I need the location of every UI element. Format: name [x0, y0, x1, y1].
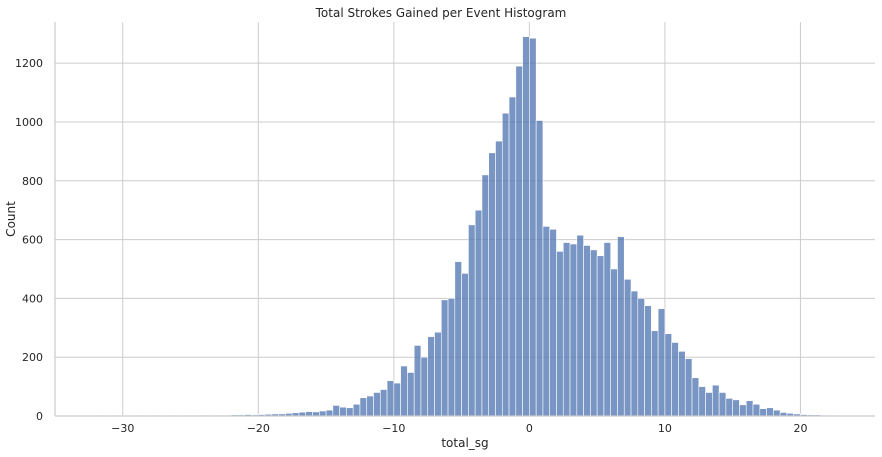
histogram-bar — [305, 411, 313, 417]
histogram-bar — [427, 336, 435, 417]
y-tick-label: 400 — [22, 292, 43, 305]
histogram-bar — [698, 386, 706, 417]
histogram-bar — [596, 255, 605, 417]
x-axis-title: total_sg — [441, 436, 488, 450]
histogram-bar — [352, 403, 361, 417]
y-tick-label: 800 — [22, 175, 43, 188]
y-tick-label: 600 — [22, 234, 43, 247]
x-tick-label: 10 — [658, 422, 672, 435]
histogram-bar — [318, 410, 327, 417]
histogram-bar — [745, 400, 754, 417]
histogram-bar — [522, 36, 530, 417]
histogram-bar — [657, 308, 666, 417]
histogram-bar — [759, 408, 767, 417]
histogram-bar — [312, 411, 320, 417]
histogram-bar — [542, 226, 551, 417]
y-tick-labels: 0 200 400 600 800 1000 1200 — [15, 57, 43, 423]
histogram-bar — [644, 305, 652, 417]
histogram-bar — [664, 333, 672, 417]
histogram-bar — [366, 395, 374, 417]
histogram-bar — [617, 236, 625, 417]
y-tick-label: 200 — [22, 351, 43, 364]
histogram-bar — [488, 152, 496, 417]
x-tick-labels: −30 −20 −10 0 10 20 — [111, 422, 807, 435]
histogram-bar — [576, 234, 584, 417]
histogram-bar — [332, 405, 340, 417]
histogram-bar — [651, 330, 659, 417]
histogram-bar — [569, 243, 578, 417]
histogram-bar — [495, 140, 503, 417]
histogram-bar — [474, 209, 483, 417]
histogram-bar — [339, 406, 347, 417]
y-tick-label: 1000 — [15, 116, 43, 129]
x-tick-label: −30 — [111, 422, 134, 435]
histogram-bar — [481, 174, 490, 417]
histogram-bar — [630, 290, 639, 417]
histogram-bar — [379, 389, 388, 417]
histogram-bar — [718, 392, 727, 417]
y-tick-label: 0 — [36, 410, 43, 423]
histogram-bar — [766, 407, 774, 417]
histogram-bar — [461, 273, 469, 417]
histogram-bar — [556, 251, 564, 417]
histogram-bar — [535, 120, 544, 417]
histogram-bar — [515, 65, 523, 417]
histogram-bar — [440, 299, 449, 417]
histogram-bar — [325, 409, 334, 417]
histogram-bar — [705, 392, 713, 417]
histogram-bar — [346, 407, 354, 417]
histogram-bar — [373, 392, 381, 417]
histogram-bar — [603, 242, 612, 417]
histogram-bar — [671, 342, 679, 417]
histogram-bar — [691, 377, 700, 417]
histogram-bar — [725, 398, 733, 417]
x-tick-label: 20 — [793, 422, 807, 435]
histogram-bar — [752, 403, 761, 417]
x-tick-label: −10 — [382, 422, 405, 435]
histogram-bar — [413, 345, 422, 417]
chart-title: Total Strokes Gained per Event Histogram — [315, 6, 567, 20]
x-tick-label: −20 — [247, 422, 270, 435]
histogram-bar — [583, 245, 591, 417]
histogram-bar — [454, 261, 462, 417]
x-tick-label: 0 — [526, 422, 533, 435]
histogram-bar — [637, 298, 645, 417]
y-axis-title: Count — [4, 201, 18, 237]
histogram-bar — [400, 365, 408, 417]
y-tick-label: 1200 — [15, 57, 43, 70]
histogram-bar — [678, 351, 686, 417]
histogram-bar — [684, 358, 693, 417]
histogram-bar — [712, 384, 720, 417]
histogram-bar — [610, 268, 618, 417]
histogram-bar — [529, 37, 537, 417]
histogram-bar — [508, 96, 517, 417]
histogram-bars — [81, 36, 855, 417]
histogram-bar — [434, 331, 442, 417]
histogram-bar — [407, 372, 415, 417]
histogram-bar — [420, 356, 429, 417]
histogram-bar — [393, 382, 401, 417]
histogram-bar — [549, 228, 557, 417]
histogram-bar — [386, 380, 395, 417]
histogram-bar — [739, 404, 747, 417]
histogram-bar — [447, 298, 456, 417]
histogram-bar — [590, 249, 598, 417]
histogram-bar — [773, 409, 781, 417]
histogram-bar — [623, 278, 632, 417]
histogram-bar — [562, 242, 571, 417]
histogram-bar — [732, 399, 740, 417]
histogram-bar — [359, 397, 368, 417]
histogram-bar — [468, 224, 476, 417]
histogram-bar — [501, 112, 510, 417]
